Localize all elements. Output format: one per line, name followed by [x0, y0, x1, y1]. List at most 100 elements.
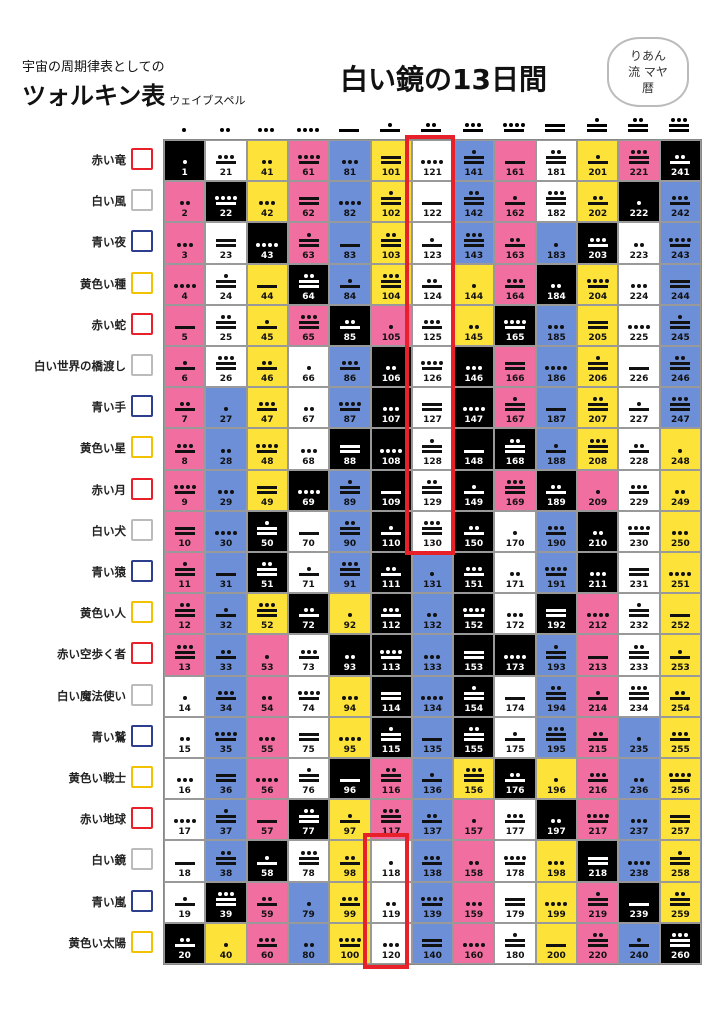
kin-cell-34[interactable]: 34	[205, 675, 247, 717]
kin-cell-146[interactable]: 146	[453, 346, 495, 388]
kin-cell-228[interactable]: 228	[618, 428, 660, 470]
kin-cell-84[interactable]: 84	[329, 263, 371, 305]
kin-cell-239[interactable]: 239	[618, 881, 660, 923]
kin-cell-51[interactable]: 51	[246, 552, 288, 594]
kin-cell-23[interactable]: 23	[205, 222, 247, 264]
kin-cell-144[interactable]: 144	[453, 263, 495, 305]
kin-cell-219[interactable]: 219	[577, 881, 619, 923]
kin-cell-111[interactable]: 111	[370, 552, 412, 594]
kin-cell-89[interactable]: 89	[329, 469, 371, 511]
kin-cell-17[interactable]: 17	[164, 799, 206, 841]
kin-cell-186[interactable]: 186	[535, 346, 578, 388]
kin-cell-246[interactable]: 246	[659, 346, 701, 388]
kin-cell-248[interactable]: 248	[659, 428, 701, 470]
kin-cell-78[interactable]: 78	[287, 840, 330, 882]
kin-cell-159[interactable]: 159	[453, 881, 495, 923]
kin-cell-90[interactable]: 90	[329, 510, 371, 552]
kin-cell-85[interactable]: 85	[329, 304, 371, 346]
kin-cell-69[interactable]: 69	[287, 469, 330, 511]
kin-cell-27[interactable]: 27	[205, 387, 247, 429]
kin-cell-215[interactable]: 215	[577, 716, 619, 758]
kin-cell-76[interactable]: 76	[287, 758, 330, 800]
kin-cell-88[interactable]: 88	[329, 428, 371, 470]
kin-cell-178[interactable]: 178	[494, 840, 536, 882]
kin-cell-31[interactable]: 31	[205, 552, 247, 594]
kin-cell-60[interactable]: 60	[246, 922, 288, 964]
kin-cell-245[interactable]: 245	[659, 304, 701, 346]
kin-cell-175[interactable]: 175	[494, 716, 536, 758]
kin-cell-192[interactable]: 192	[535, 593, 578, 635]
kin-cell-41[interactable]: 41	[246, 140, 288, 182]
kin-cell-40[interactable]: 40	[205, 922, 247, 964]
kin-cell-26[interactable]: 26	[205, 346, 247, 388]
kin-cell-195[interactable]: 195	[535, 716, 578, 758]
kin-cell-48[interactable]: 48	[246, 428, 288, 470]
kin-cell-190[interactable]: 190	[535, 510, 578, 552]
kin-cell-168[interactable]: 168	[494, 428, 536, 470]
kin-cell-164[interactable]: 164	[494, 263, 536, 305]
kin-cell-106[interactable]: 106	[370, 346, 412, 388]
kin-cell-234[interactable]: 234	[618, 675, 660, 717]
kin-cell-80[interactable]: 80	[287, 922, 330, 964]
kin-cell-153[interactable]: 153	[453, 634, 495, 676]
kin-cell-176[interactable]: 176	[494, 758, 536, 800]
kin-cell-10[interactable]: 10	[164, 510, 206, 552]
kin-cell-169[interactable]: 169	[494, 469, 536, 511]
kin-cell-203[interactable]: 203	[577, 222, 619, 264]
kin-cell-132[interactable]: 132	[411, 593, 454, 635]
kin-cell-232[interactable]: 232	[618, 593, 660, 635]
kin-cell-160[interactable]: 160	[453, 922, 495, 964]
kin-cell-231[interactable]: 231	[618, 552, 660, 594]
kin-cell-193[interactable]: 193	[535, 634, 578, 676]
kin-cell-257[interactable]: 257	[659, 799, 701, 841]
kin-cell-82[interactable]: 82	[329, 181, 371, 223]
kin-cell-243[interactable]: 243	[659, 222, 701, 264]
kin-cell-161[interactable]: 161	[494, 140, 536, 182]
kin-cell-12[interactable]: 12	[164, 593, 206, 635]
kin-cell-226[interactable]: 226	[618, 346, 660, 388]
kin-cell-151[interactable]: 151	[453, 552, 495, 594]
kin-cell-202[interactable]: 202	[577, 181, 619, 223]
kin-cell-124[interactable]: 124	[411, 263, 454, 305]
kin-cell-116[interactable]: 116	[370, 758, 412, 800]
kin-cell-216[interactable]: 216	[577, 758, 619, 800]
kin-cell-136[interactable]: 136	[411, 758, 454, 800]
kin-cell-242[interactable]: 242	[659, 181, 701, 223]
kin-cell-188[interactable]: 188	[535, 428, 578, 470]
kin-cell-171[interactable]: 171	[494, 552, 536, 594]
kin-cell-213[interactable]: 213	[577, 634, 619, 676]
kin-cell-214[interactable]: 214	[577, 675, 619, 717]
kin-cell-142[interactable]: 142	[453, 181, 495, 223]
kin-cell-222[interactable]: 222	[618, 181, 660, 223]
kin-cell-129[interactable]: 129	[411, 469, 454, 511]
kin-cell-191[interactable]: 191	[535, 552, 578, 594]
kin-cell-229[interactable]: 229	[618, 469, 660, 511]
kin-cell-36[interactable]: 36	[205, 758, 247, 800]
kin-cell-120[interactable]: 120	[370, 922, 412, 964]
kin-cell-250[interactable]: 250	[659, 510, 701, 552]
kin-cell-16[interactable]: 16	[164, 758, 206, 800]
kin-cell-11[interactable]: 11	[164, 552, 206, 594]
kin-cell-167[interactable]: 167	[494, 387, 536, 429]
kin-cell-237[interactable]: 237	[618, 799, 660, 841]
kin-cell-71[interactable]: 71	[287, 552, 330, 594]
kin-cell-126[interactable]: 126	[411, 346, 454, 388]
kin-cell-152[interactable]: 152	[453, 593, 495, 635]
kin-cell-147[interactable]: 147	[453, 387, 495, 429]
kin-cell-101[interactable]: 101	[370, 140, 412, 182]
kin-cell-172[interactable]: 172	[494, 593, 536, 635]
kin-cell-174[interactable]: 174	[494, 675, 536, 717]
kin-cell-44[interactable]: 44	[246, 263, 288, 305]
kin-cell-119[interactable]: 119	[370, 881, 412, 923]
kin-cell-8[interactable]: 8	[164, 428, 206, 470]
kin-cell-256[interactable]: 256	[659, 758, 701, 800]
kin-cell-81[interactable]: 81	[329, 140, 371, 182]
kin-cell-235[interactable]: 235	[618, 716, 660, 758]
kin-cell-249[interactable]: 249	[659, 469, 701, 511]
kin-cell-3[interactable]: 3	[164, 222, 206, 264]
kin-cell-251[interactable]: 251	[659, 552, 701, 594]
kin-cell-70[interactable]: 70	[287, 510, 330, 552]
kin-cell-30[interactable]: 30	[205, 510, 247, 552]
kin-cell-79[interactable]: 79	[287, 881, 330, 923]
kin-cell-109[interactable]: 109	[370, 469, 412, 511]
